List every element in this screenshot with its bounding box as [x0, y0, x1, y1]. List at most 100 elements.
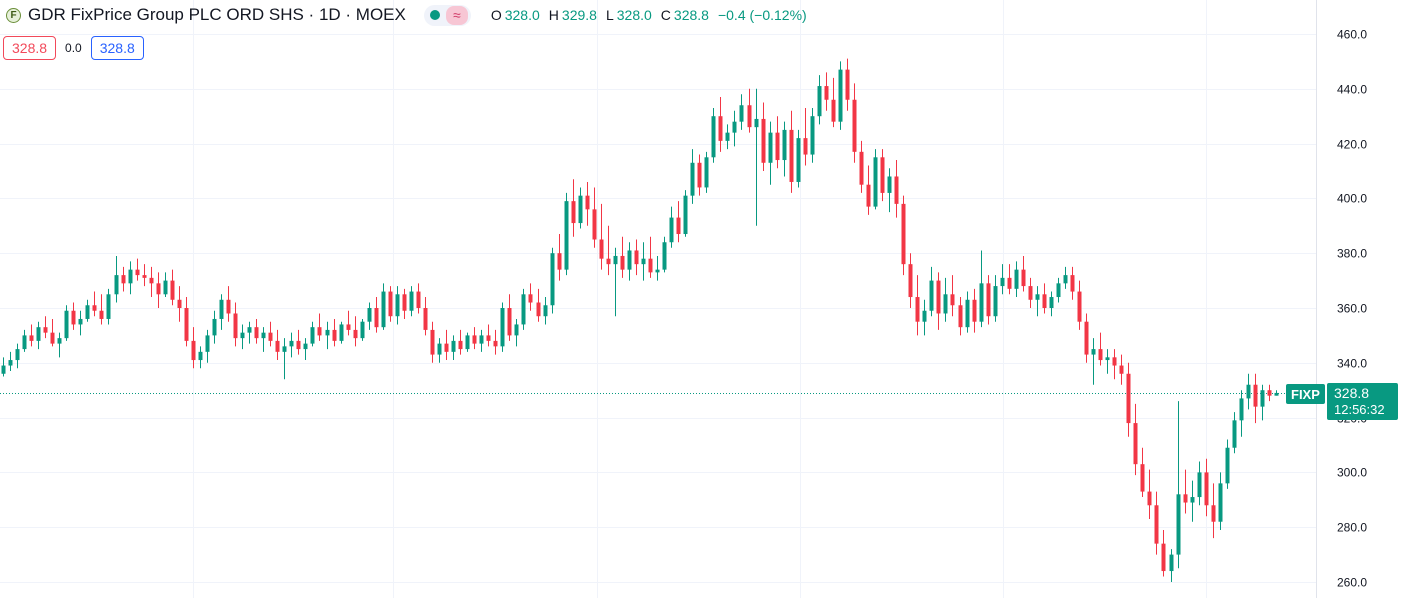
- sell-price-button[interactable]: 328.8: [3, 36, 57, 60]
- y-tick-label: 340.0: [1337, 357, 1367, 371]
- candle-body: [170, 280, 175, 300]
- candle-body: [22, 335, 27, 350]
- candle-body: [683, 195, 688, 235]
- candle-body: [557, 253, 562, 270]
- candle: [620, 236, 625, 278]
- candle-body: [950, 294, 955, 306]
- candle: [775, 116, 780, 169]
- candle-body: [247, 327, 252, 333]
- candle-body: [845, 69, 850, 100]
- candle-body: [747, 105, 752, 128]
- wave-icon[interactable]: ≈: [445, 5, 468, 25]
- candle-body: [550, 253, 555, 306]
- buy-price-button[interactable]: 328.8: [90, 36, 144, 60]
- candle: [1274, 390, 1279, 396]
- candle-body: [803, 138, 808, 155]
- candle: [669, 206, 674, 248]
- candle: [599, 203, 604, 270]
- candle: [845, 58, 850, 111]
- candle: [1049, 291, 1054, 317]
- candle: [177, 286, 182, 322]
- candle: [1042, 283, 1047, 314]
- candle-body: [725, 132, 730, 141]
- candle: [732, 110, 737, 147]
- candle: [739, 94, 744, 130]
- high-value: 329.8: [561, 7, 597, 23]
- candle-body: [500, 308, 505, 347]
- candle-body: [690, 162, 695, 196]
- candle: [1169, 549, 1174, 582]
- price-axis[interactable]: 260.0280.0300.0320.0340.0360.0380.0400.0…: [1337, 28, 1367, 590]
- candle: [550, 247, 555, 314]
- candle-body: [514, 324, 519, 336]
- candle-body: [353, 329, 358, 339]
- candle: [191, 327, 196, 369]
- candle: [979, 250, 984, 328]
- candle-body: [240, 332, 245, 339]
- candle: [15, 343, 20, 369]
- candle-body: [894, 176, 899, 204]
- candle: [1147, 469, 1152, 519]
- candle-body: [85, 305, 90, 319]
- market-open-dot-icon[interactable]: [429, 10, 440, 20]
- candle: [507, 294, 512, 341]
- symbol-title[interactable]: GDR FixPrice Group PLC ORD SHS · 1D · MO…: [28, 5, 406, 24]
- symbol-logo[interactable]: F: [6, 7, 21, 23]
- candle-body: [901, 203, 906, 265]
- candle: [416, 283, 421, 314]
- candle: [655, 255, 660, 281]
- candle-body: [669, 217, 674, 243]
- candle-body: [1105, 357, 1110, 361]
- candle-body: [1274, 392, 1279, 396]
- candle: [1253, 373, 1258, 424]
- candle-body: [1014, 269, 1019, 289]
- candle: [367, 302, 372, 330]
- candle-body: [57, 338, 62, 344]
- candle-body: [1112, 357, 1117, 366]
- candle-body: [282, 346, 287, 352]
- candle-body: [64, 310, 69, 339]
- candle-body: [676, 217, 681, 235]
- candle-body: [261, 332, 266, 339]
- candle-body: [106, 294, 111, 319]
- grid: [0, 0, 1316, 598]
- spread-value: 0.0: [65, 41, 82, 55]
- candle-body: [325, 329, 330, 336]
- candle-body: [732, 121, 737, 133]
- candle: [873, 149, 878, 210]
- candle-body: [993, 286, 998, 317]
- candle: [437, 338, 442, 363]
- candle: [465, 332, 470, 352]
- candle-body: [782, 129, 787, 161]
- candle: [543, 297, 548, 325]
- candle-body: [205, 335, 210, 352]
- candle-body: [212, 318, 217, 336]
- open-value: 328.0: [504, 7, 540, 23]
- candle-body: [1232, 420, 1237, 448]
- candle-body: [1021, 269, 1026, 287]
- candle: [528, 283, 533, 311]
- quote-panel: 328.8 0.0 328.8: [3, 36, 144, 60]
- candle-body: [50, 332, 55, 344]
- candle-body: [465, 335, 470, 350]
- candle-body: [114, 275, 119, 295]
- candle-body: [965, 299, 970, 328]
- candle-body: [943, 294, 948, 314]
- candle: [8, 351, 13, 372]
- candle: [1035, 286, 1040, 317]
- candle-body: [135, 269, 140, 276]
- candle-body: [493, 340, 498, 347]
- candle-body: [121, 275, 126, 284]
- candle: [859, 140, 864, 193]
- candle-body: [507, 308, 512, 336]
- candle-body: [226, 299, 231, 314]
- candle-body: [430, 329, 435, 355]
- candle: [972, 288, 977, 333]
- candle: [479, 329, 484, 352]
- candle: [915, 275, 920, 336]
- candle-body: [585, 195, 590, 210]
- y-tick-label: 300.0: [1337, 466, 1367, 480]
- candle-body: [219, 299, 224, 319]
- candle: [149, 266, 154, 298]
